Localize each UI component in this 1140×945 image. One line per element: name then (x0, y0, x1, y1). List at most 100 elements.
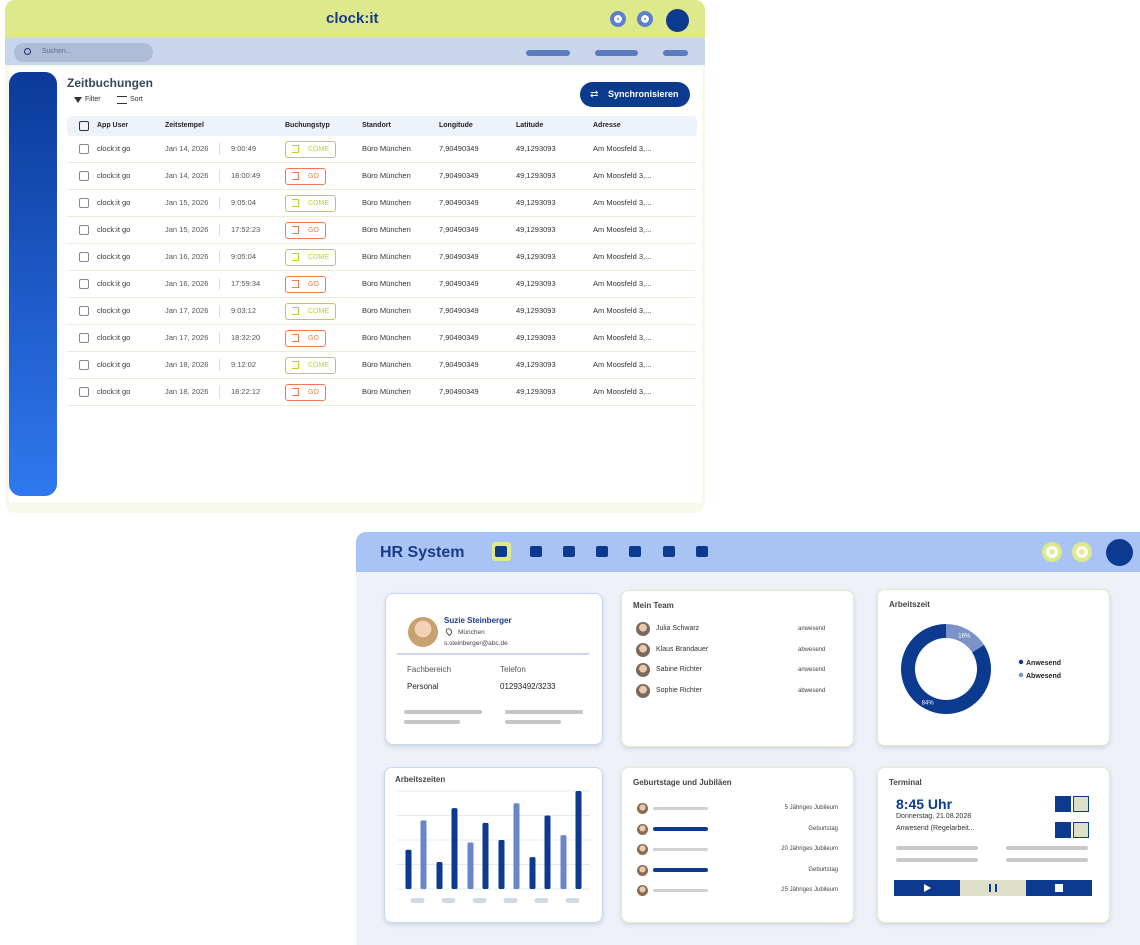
hr-header (356, 532, 1140, 572)
pause-icon (989, 884, 997, 892)
placeholder-line (404, 720, 460, 724)
row-checkbox[interactable] (79, 333, 89, 343)
placeholder-line (896, 846, 978, 850)
event-avatar (637, 864, 648, 876)
checkbox[interactable] (79, 121, 89, 131)
column-header: Buchungstyp (285, 122, 330, 129)
latitude: 49,1293093 (516, 360, 556, 369)
x-placeholder (534, 898, 549, 903)
pie-slice (946, 624, 984, 653)
adresse: Am Moosfeld 3,... (593, 171, 652, 180)
time-divider (219, 224, 220, 236)
header-icon[interactable] (637, 11, 653, 27)
nav-icon[interactable] (596, 546, 608, 557)
row-checkbox[interactable] (79, 225, 89, 235)
user-avatar[interactable] (666, 9, 689, 32)
row-divider (67, 378, 697, 379)
member-name: Sophie Richter (656, 687, 702, 695)
placeholder-line (896, 858, 978, 862)
nav-icon[interactable] (530, 546, 542, 557)
card-title: Geburtstage und Jubiläen (633, 778, 732, 787)
member-status: anwesend (798, 667, 826, 674)
search-placeholder: Suchen... (42, 48, 72, 55)
standort: Büro München (362, 252, 411, 261)
event-line (653, 806, 708, 810)
profile-name: Suzie Steinberger (444, 616, 512, 625)
card-title: Mein Team (633, 601, 674, 610)
search-box[interactable] (14, 43, 153, 62)
nav-icon[interactable] (663, 546, 675, 557)
terminal-icon[interactable] (1073, 822, 1089, 838)
badge-icon (292, 307, 299, 315)
row-divider (67, 405, 697, 406)
row-checkbox[interactable] (79, 144, 89, 154)
header-icon[interactable] (1042, 542, 1062, 562)
event-avatar (637, 823, 648, 835)
terminal-icon[interactable] (1055, 796, 1071, 812)
table-header (67, 116, 697, 136)
app-user: clock:it go (97, 306, 131, 315)
row-checkbox[interactable] (79, 306, 89, 316)
row-checkbox[interactable] (79, 252, 89, 262)
sync-button[interactable] (580, 82, 690, 107)
time-divider (219, 359, 220, 371)
longitude: 7,90490349 (439, 171, 479, 180)
badge-icon (292, 226, 299, 234)
header-icon[interactable] (610, 11, 626, 27)
profile-city: München (458, 629, 485, 636)
filter-label[interactable]: Filter (85, 96, 101, 103)
bar (451, 808, 458, 889)
nav-link[interactable] (595, 50, 638, 56)
latitude: 49,1293093 (516, 225, 556, 234)
time: 9:05:04 (231, 252, 257, 261)
pause-button[interactable] (960, 880, 1026, 896)
user-avatar[interactable] (1106, 539, 1133, 566)
standort: Büro München (362, 144, 411, 153)
row-checkbox[interactable] (79, 198, 89, 208)
member-status: abwesend (798, 646, 826, 653)
data-label: 16% (958, 634, 971, 640)
event-line (653, 867, 708, 872)
legend-marker (1018, 672, 1024, 678)
header-icon[interactable] (1072, 542, 1092, 562)
nav-link[interactable] (663, 50, 688, 56)
date: Jan 15, 2026 (165, 225, 209, 234)
time-divider (219, 305, 220, 317)
nav-icon[interactable] (495, 546, 507, 557)
row-checkbox[interactable] (79, 360, 89, 370)
hr-title: HR System (380, 544, 465, 561)
time-divider (219, 170, 220, 182)
nav-icon[interactable] (696, 546, 708, 557)
date: Jan 18, 2026 (165, 387, 209, 396)
event-line (653, 888, 708, 892)
time: 18:32:20 (231, 333, 261, 342)
row-divider (67, 297, 697, 298)
nav-icon[interactable] (563, 546, 575, 557)
filter-icon[interactable] (74, 97, 82, 103)
latitude: 49,1293093 (516, 279, 556, 288)
row-checkbox[interactable] (79, 279, 89, 289)
pie-slice (900, 624, 991, 714)
column-header: Zeitstempel (165, 122, 204, 129)
terminal-icon[interactable] (1073, 796, 1089, 812)
time: 18:00:49 (231, 171, 261, 180)
nav-link[interactable] (526, 50, 570, 56)
terminal-icon[interactable] (1055, 822, 1071, 838)
adresse: Am Moosfeld 3,... (593, 198, 652, 207)
column-header: App User (97, 122, 129, 129)
app-user: clock:it go (97, 171, 131, 180)
member-avatar (636, 663, 650, 678)
time-divider (219, 197, 220, 209)
row-checkbox[interactable] (79, 387, 89, 397)
time-divider (219, 278, 220, 290)
bar (482, 822, 489, 889)
row-checkbox[interactable] (79, 171, 89, 181)
event-label: 5 Jähriges Jubileum (784, 805, 838, 811)
sync-label[interactable]: Synchronisieren (608, 89, 679, 99)
sort-label[interactable]: Sort (130, 96, 143, 103)
app-user: clock:it go (97, 198, 131, 207)
chart-title: Arbeitszeiten (395, 775, 445, 784)
nav-icon[interactable] (629, 546, 641, 557)
row-divider (67, 162, 697, 163)
